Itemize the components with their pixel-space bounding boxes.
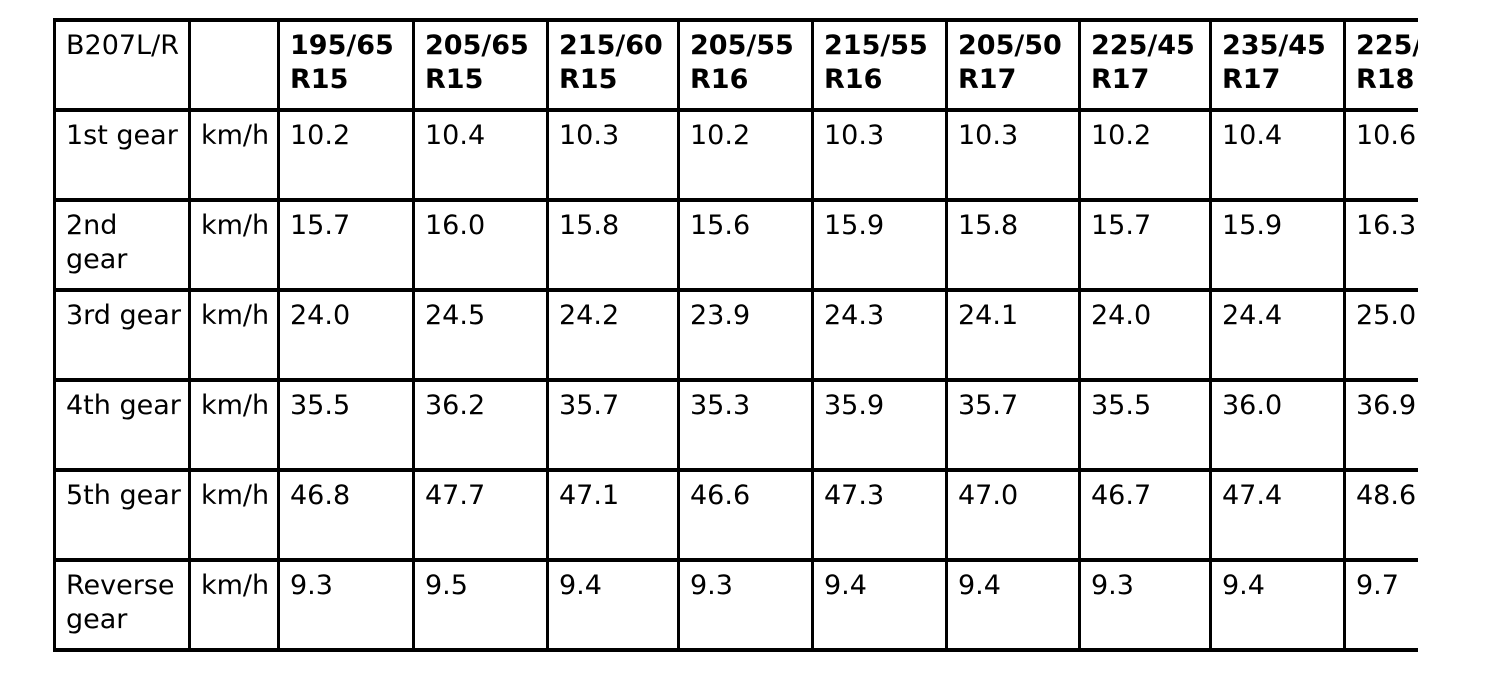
column-header-tire-size: 205/65 R15 [412,18,549,112]
table-clip-region: B207L/R 195/65 R15 205/65 R15 215/60 R15… [53,18,1418,652]
speed-cell: 35.9 [811,378,948,472]
speed-cell: 9.3 [677,558,814,652]
column-header-tire-size-clipped: 225/ R18 [1343,18,1418,112]
speed-cell: 10.4 [1209,108,1346,202]
speed-cell: 15.7 [277,198,415,292]
speed-cell: 15.7 [1078,198,1212,292]
speed-cell: 9.4 [945,558,1081,652]
header-empty-cell [188,18,280,112]
speed-cell: 24.0 [1078,288,1212,382]
speed-cell: 15.8 [945,198,1081,292]
table-row-5th-gear: 5th gear km/h 46.8 47.7 47.1 46.6 47.3 4… [53,468,1418,562]
speed-cell: 10.6 [1343,108,1418,202]
speed-cell: 10.4 [412,108,549,202]
speed-cell: 24.2 [546,288,680,382]
table-row-2nd-gear: 2nd gear km/h 15.7 16.0 15.8 15.6 15.9 1… [53,198,1418,292]
speed-cell: 24.0 [277,288,415,382]
row-label: 1st gear [53,108,191,202]
speed-cell: 47.0 [945,468,1081,562]
column-header-tire-size: 215/60 R15 [546,18,680,112]
column-header-tire-size: 205/50 R17 [945,18,1081,112]
column-header-tire-size: 195/65 R15 [277,18,415,112]
speed-cell: 36.2 [412,378,549,472]
speed-cell: 47.4 [1209,468,1346,562]
speed-cell: 46.7 [1078,468,1212,562]
speed-cell: 10.3 [811,108,948,202]
speed-cell: 24.3 [811,288,948,382]
row-label: Reverse gear [53,558,191,652]
speed-cell: 15.9 [811,198,948,292]
speed-cell: 35.5 [277,378,415,472]
row-unit: km/h [188,198,280,292]
speed-cell: 16.3 [1343,198,1418,292]
speed-cell: 16.0 [412,198,549,292]
row-unit: km/h [188,378,280,472]
speed-cell: 9.5 [412,558,549,652]
speed-cell: 36.9 [1343,378,1418,472]
row-unit: km/h [188,468,280,562]
column-header-tire-size: 225/45 R17 [1078,18,1212,112]
speed-cell: 9.3 [277,558,415,652]
speed-cell: 15.6 [677,198,814,292]
speed-cell: 35.7 [546,378,680,472]
row-unit: km/h [188,108,280,202]
row-unit: km/h [188,288,280,382]
row-unit: km/h [188,558,280,652]
speed-cell: 35.7 [945,378,1081,472]
table-row-reverse-gear: Reverse gear km/h 9.3 9.5 9.4 9.3 9.4 9.… [53,558,1418,652]
column-header-tire-size: 215/55 R16 [811,18,948,112]
speed-cell: 15.9 [1209,198,1346,292]
speed-cell: 46.8 [277,468,415,562]
speed-cell: 36.0 [1209,378,1346,472]
speed-cell: 9.4 [1209,558,1346,652]
speed-cell: 24.4 [1209,288,1346,382]
speed-cell: 24.1 [945,288,1081,382]
speed-cell: 9.4 [546,558,680,652]
speed-cell: 47.7 [412,468,549,562]
table-row-3rd-gear: 3rd gear km/h 24.0 24.5 24.2 23.9 24.3 2… [53,288,1418,382]
speed-cell: 10.3 [945,108,1081,202]
row-label: 5th gear [53,468,191,562]
speed-cell: 48.6 [1343,468,1418,562]
speed-cell: 10.2 [1078,108,1212,202]
speed-cell: 15.8 [546,198,680,292]
speed-cell: 23.9 [677,288,814,382]
speed-cell: 47.3 [811,468,948,562]
table-row-1st-gear: 1st gear km/h 10.2 10.4 10.3 10.2 10.3 1… [53,108,1418,202]
speed-cell: 10.2 [277,108,415,202]
speed-cell: 47.1 [546,468,680,562]
gear-speed-table: B207L/R 195/65 R15 205/65 R15 215/60 R15… [53,18,1418,652]
row-label: 2nd gear [53,198,191,292]
speed-cell: 46.6 [677,468,814,562]
table-row-4th-gear: 4th gear km/h 35.5 36.2 35.7 35.3 35.9 3… [53,378,1418,472]
model-designation-cell: B207L/R [53,18,191,112]
row-label: 3rd gear [53,288,191,382]
speed-cell: 35.5 [1078,378,1212,472]
speed-cell: 9.3 [1078,558,1212,652]
speed-cell: 10.3 [546,108,680,202]
column-header-tire-size: 205/55 R16 [677,18,814,112]
speed-cell: 35.3 [677,378,814,472]
speed-cell: 24.5 [412,288,549,382]
speed-cell: 25.0 [1343,288,1418,382]
speed-cell: 9.7 [1343,558,1418,652]
table-header-row: B207L/R 195/65 R15 205/65 R15 215/60 R15… [53,18,1418,112]
column-header-tire-size: 235/45 R17 [1209,18,1346,112]
speed-cell: 9.4 [811,558,948,652]
row-label: 4th gear [53,378,191,472]
speed-cell: 10.2 [677,108,814,202]
